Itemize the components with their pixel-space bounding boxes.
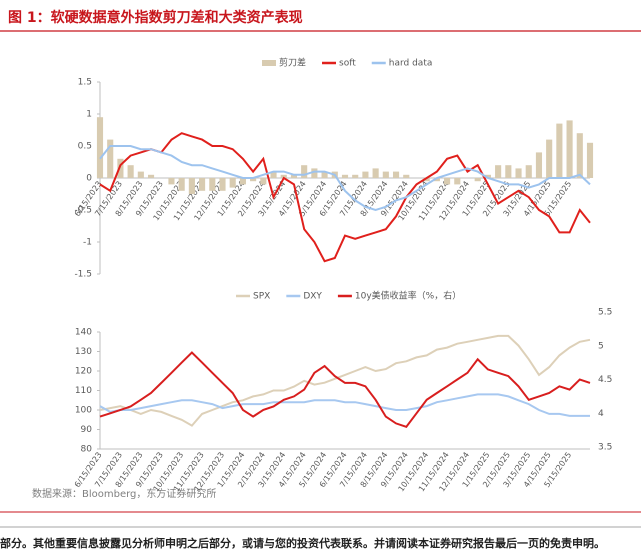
y-tick-label: 140: [75, 328, 92, 338]
y2-tick-label: 4: [598, 409, 604, 419]
y-tick-label: 130: [75, 347, 92, 357]
y-tick-label: -1.5: [74, 270, 92, 280]
bar: [178, 178, 185, 191]
bar: [301, 165, 308, 178]
legend-label: soft: [339, 59, 356, 69]
bar: [382, 171, 389, 178]
bar: [495, 165, 502, 178]
bar: [546, 139, 553, 178]
bar: [107, 139, 114, 178]
bar: [188, 178, 195, 194]
bar: [535, 152, 543, 178]
bar: [403, 174, 410, 178]
legend-label: 10y美债收益率（%，右）: [355, 290, 461, 302]
bar: [556, 123, 563, 178]
bar: [474, 178, 481, 182]
y2-tick-label: 5: [598, 341, 604, 351]
bar: [137, 171, 144, 178]
bar: [372, 168, 379, 178]
y-tick-label: 80: [81, 445, 93, 455]
bar: [127, 165, 134, 178]
bar: [566, 120, 573, 178]
bar: [168, 178, 175, 185]
bar: [209, 178, 216, 191]
bar: [423, 178, 430, 182]
bar: [352, 174, 359, 178]
legend-label: SPX: [253, 292, 270, 302]
bar: [505, 165, 512, 178]
figure-title: 图 1：软硬数据意外指数剪刀差和大类资产表现: [8, 9, 303, 26]
legend-label: 剪刀差: [279, 57, 306, 69]
bar: [454, 178, 461, 185]
line: [99, 351, 591, 428]
y-tick-label: 0.5: [78, 142, 92, 152]
bar: [117, 158, 124, 178]
bar: [321, 171, 328, 178]
bar: [392, 171, 400, 178]
legend-label: DXY: [303, 292, 322, 302]
bar: [147, 174, 155, 178]
y-tick-label: 120: [75, 367, 92, 377]
bar: [311, 168, 318, 178]
bar: [270, 171, 277, 178]
bar: [586, 142, 594, 178]
line: [99, 393, 590, 417]
line: [99, 334, 591, 427]
line: [99, 132, 591, 263]
y-tick-label: 0: [86, 174, 92, 184]
y-tick-label: -1: [83, 238, 92, 248]
bar: [515, 168, 522, 178]
bar: [576, 133, 583, 178]
y-tick-label: 1.5: [78, 78, 92, 88]
line: [99, 145, 591, 212]
y2-tick-label: 5.5: [598, 308, 612, 318]
bar: [280, 174, 287, 178]
bar: [250, 178, 257, 182]
y-tick-label: 100: [75, 406, 92, 416]
y-tick-label: 110: [75, 386, 92, 396]
y-tick-label: -0.5: [74, 206, 92, 216]
bar: [239, 178, 246, 185]
y-tick-label: 1: [86, 110, 92, 120]
disclaimer: 部分。其他重要信息披露见分析师申明之后部分，或请与您的投资代表联系。并请阅读本证…: [0, 536, 605, 550]
source: 数据来源：Bloomberg，东方证券研究所: [32, 487, 216, 500]
y2-tick-label: 4.5: [598, 375, 612, 385]
bar: [96, 117, 104, 178]
legend-swatch: [262, 60, 276, 66]
bar: [290, 174, 298, 178]
bar: [260, 178, 267, 185]
bar: [199, 178, 206, 191]
bar: [433, 178, 440, 182]
bar: [525, 165, 532, 178]
bar: [444, 178, 451, 185]
y-tick-label: 90: [81, 425, 93, 435]
bar: [484, 174, 491, 178]
bar: [219, 178, 226, 191]
bar: [341, 174, 349, 178]
bar: [362, 171, 369, 178]
bar: [229, 178, 236, 188]
legend-label: hard data: [389, 59, 433, 69]
y2-tick-label: 3.5: [598, 443, 612, 453]
